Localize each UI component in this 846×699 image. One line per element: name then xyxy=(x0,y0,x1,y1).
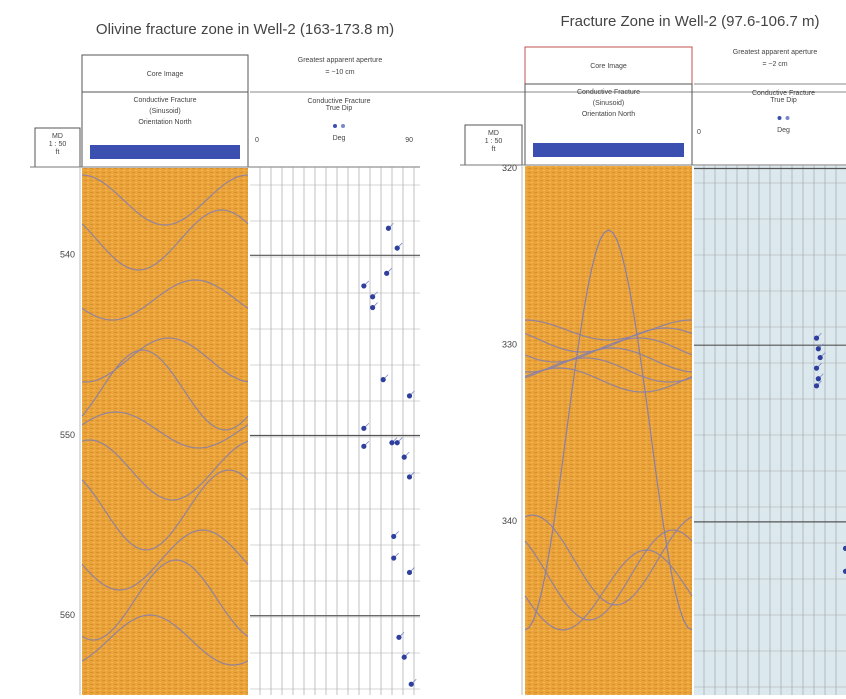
depth-tick-label: 340 xyxy=(502,516,517,526)
md-header: 1 : 50 xyxy=(485,138,503,145)
core-image xyxy=(525,166,692,695)
dip-point xyxy=(361,425,367,431)
dip-point xyxy=(813,365,820,371)
sinusoid xyxy=(81,529,249,591)
core-header: Core Image xyxy=(147,71,184,78)
sinusoid xyxy=(81,279,249,321)
fracture-legend-bar xyxy=(533,143,684,157)
sinusoid xyxy=(81,614,249,666)
fracture-header: (Sinusoid) xyxy=(149,108,181,115)
depth-tick-label: 560 xyxy=(60,610,75,620)
aperture-value: = ~2 cm xyxy=(762,61,787,68)
dip-unit: Deg xyxy=(333,135,346,142)
dip-point xyxy=(361,443,367,449)
fracture-header: Conductive Fracture xyxy=(133,97,196,104)
dip-point xyxy=(370,294,376,300)
dip-point xyxy=(408,681,414,687)
dip-point xyxy=(389,440,395,446)
sinusoid xyxy=(81,174,249,226)
dip-tick-label: 0 xyxy=(697,129,701,136)
sinusoid xyxy=(81,411,249,449)
depth-tick-label: 320 xyxy=(502,163,517,173)
dip-point xyxy=(401,654,407,660)
dip-point xyxy=(817,354,823,361)
dip-tick-label: 0 xyxy=(255,137,259,144)
core-image xyxy=(82,168,248,695)
dip-point xyxy=(394,245,400,251)
log-panel: Olivine fracture zone in Well-2 (163-173… xyxy=(30,21,846,695)
depth-tick-label: 540 xyxy=(60,250,75,260)
core-header: Core Image xyxy=(590,63,627,70)
depth-tick-label: 550 xyxy=(60,430,75,440)
sinusoid xyxy=(524,337,693,363)
sinusoid xyxy=(81,469,249,551)
dip-point xyxy=(385,225,392,231)
dip-point xyxy=(406,393,413,399)
sinusoid xyxy=(81,337,249,383)
sinusoid xyxy=(81,559,249,641)
dip-point xyxy=(842,545,846,551)
sinusoid xyxy=(524,229,693,631)
dip-header: Conductive Fracture xyxy=(752,90,815,97)
dip-point xyxy=(842,568,846,574)
dip-legend-symbol xyxy=(341,124,345,128)
sinusoid xyxy=(81,439,249,501)
dip-point xyxy=(361,283,367,289)
panel-title: Fracture Zone in Well-2 (97.6-106.7 m) xyxy=(561,13,820,30)
dip-header: Conductive Fracture xyxy=(307,98,370,105)
dip-point xyxy=(406,569,413,576)
log-panel: Fracture Zone in Well-2 (97.6-106.7 m) Co… xyxy=(460,13,846,695)
aperture-title: Greatest apparent aperture xyxy=(298,57,383,64)
dip-point xyxy=(370,304,376,311)
fracture-legend-bar xyxy=(90,145,240,159)
dip-point xyxy=(396,634,402,640)
panel-title: Olivine fracture zone in Well-2 (163-173… xyxy=(96,21,394,38)
md-header: MD xyxy=(488,130,499,137)
fracture-header: (Sinusoid) xyxy=(593,100,625,107)
fracture-header: Conductive Fracture xyxy=(577,89,640,96)
sinusoid xyxy=(524,319,693,341)
dip-point xyxy=(813,335,820,341)
dip-point xyxy=(401,454,407,460)
sinusoid xyxy=(524,549,693,631)
fracture-header: Orientation North xyxy=(582,111,635,118)
sinusoid xyxy=(524,357,693,383)
aperture-value: = ~10 cm xyxy=(325,69,354,76)
dip-point xyxy=(380,377,386,383)
sinusoid xyxy=(524,327,693,353)
dip-legend-symbol xyxy=(777,116,782,120)
dip-point xyxy=(406,474,413,480)
md-header: ft xyxy=(492,146,496,153)
sinusoid xyxy=(81,209,249,271)
dip-header: True Dip xyxy=(326,105,353,112)
aperture-title: Greatest apparent aperture xyxy=(733,49,818,56)
dip-legend-symbol xyxy=(785,116,790,120)
md-header: MD xyxy=(52,133,63,140)
dip-point xyxy=(391,533,397,540)
dip-point xyxy=(813,383,820,389)
md-header: 1 : 50 xyxy=(49,141,67,148)
sinusoid xyxy=(81,349,249,431)
dip-unit: Deg xyxy=(777,127,790,134)
depth-tick-label: 330 xyxy=(502,340,517,350)
fracture-header: Orientation North xyxy=(138,119,191,126)
dip-point xyxy=(815,376,821,382)
dip-header: True Dip xyxy=(770,97,797,104)
dip-point xyxy=(391,555,397,561)
md-header: ft xyxy=(56,149,60,156)
figure-body: Olivine fracture zone in Well-2 (163-173… xyxy=(30,13,846,695)
dip-point xyxy=(384,270,390,276)
sinusoid xyxy=(524,347,693,373)
dip-point xyxy=(394,440,400,446)
dip-tick-label: 90 xyxy=(405,137,413,144)
dip-legend-symbol xyxy=(333,124,337,128)
dip-point xyxy=(815,346,821,352)
sinusoid xyxy=(524,367,693,393)
